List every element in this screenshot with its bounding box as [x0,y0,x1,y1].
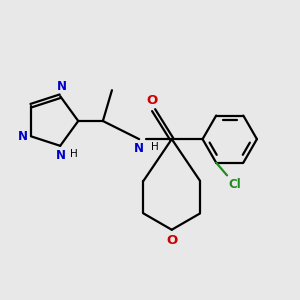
Text: N: N [18,130,28,143]
Text: H: H [70,149,78,159]
Text: Cl: Cl [229,178,242,191]
Text: N: N [57,80,67,93]
Text: O: O [166,234,177,247]
Text: N: N [134,142,144,155]
Text: N: N [56,149,66,162]
Text: H: H [151,142,158,152]
Text: O: O [146,94,158,106]
